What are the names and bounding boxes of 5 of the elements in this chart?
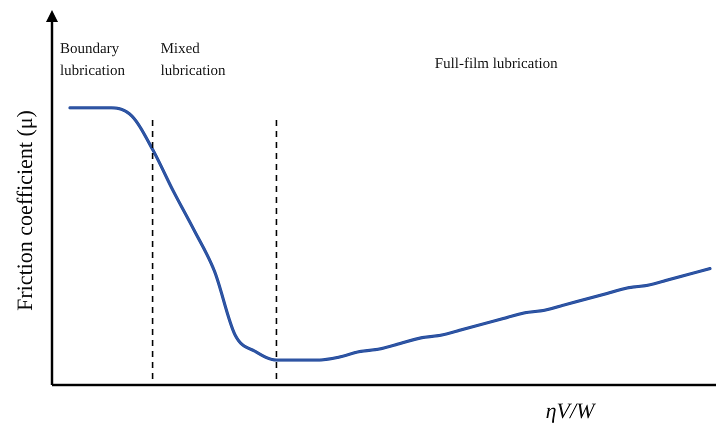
text: Boundary lubrication: [60, 41, 126, 79]
text: Full-film lubrication: [434, 56, 558, 72]
y-axis-title: Friction coefficient (μ): [12, 110, 37, 311]
x-axis-title: ηV/W: [546, 398, 596, 423]
text: Mixed lubrication: [160, 41, 226, 79]
